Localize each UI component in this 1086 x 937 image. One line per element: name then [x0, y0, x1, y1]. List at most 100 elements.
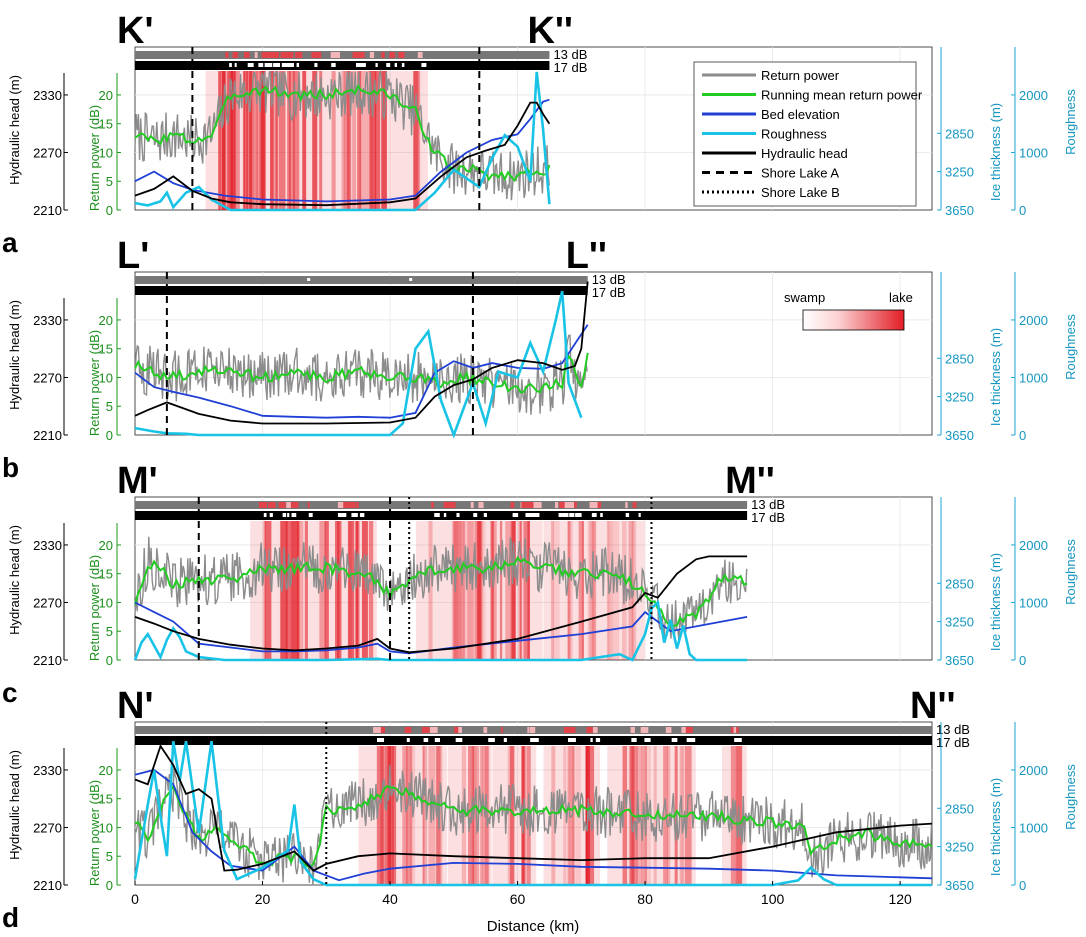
lake-stripe [280, 521, 286, 660]
bar-17db-segment [421, 63, 427, 67]
roughness-line [134, 71, 551, 212]
thickness-tick-label: 3650 [945, 203, 974, 218]
bar-13db-segment [270, 52, 280, 58]
lake-stripe [567, 521, 572, 660]
bar-17db-segment [266, 63, 273, 67]
lake-stripe [392, 746, 397, 885]
bar-13db-segment [527, 727, 530, 733]
lake-stripe [347, 521, 352, 660]
bar-17db-segment [394, 63, 398, 67]
lake-stripe [265, 521, 272, 660]
lake-stripe [287, 71, 291, 210]
bar-17db-segment [273, 63, 281, 67]
lake-stripe [490, 521, 494, 660]
legend-label: Roughness [761, 127, 827, 142]
bar-13db-segment [510, 502, 515, 508]
lake-stripe [527, 521, 530, 660]
lake-stripe [246, 71, 249, 210]
roughness-line [133, 740, 932, 887]
left-axes: 0 5 10 15 20 2210 2270 2330 Hydraulic head (m) Re… [7, 298, 121, 443]
lake-stripe [312, 71, 318, 210]
lake-stripe [477, 521, 482, 660]
bar-13db-segment [355, 502, 359, 508]
lake-stripe [346, 71, 351, 210]
lake-stripe [509, 746, 514, 885]
x-tick-label: 100 [761, 891, 785, 907]
bar-17db-segment [282, 513, 287, 517]
panel-letter: d [2, 902, 19, 933]
bar-13db-segment [478, 502, 484, 508]
transect-start-label: N' [117, 685, 153, 727]
bar-13db-segment [563, 727, 571, 733]
bar-17db-segment [375, 63, 378, 67]
bar-13db-label: 13 dB [936, 722, 970, 737]
bar-13db-segment [533, 502, 542, 508]
lake-stripe [355, 521, 360, 660]
lake-stripe [628, 521, 634, 660]
lake-stripe [256, 71, 263, 210]
transect-start-label: K' [117, 10, 153, 52]
bar-17db-segment [443, 513, 447, 517]
lake-stripe [467, 521, 474, 660]
lake-stripe [457, 521, 463, 660]
lake-stripe [462, 521, 467, 660]
bar-13db [135, 276, 588, 284]
bar-13db-segment [330, 52, 341, 58]
bar-17db-segment [569, 513, 575, 517]
bar-17db-segment [434, 738, 440, 742]
power-tick-label: 10 [99, 145, 113, 160]
power-tick-label: 15 [99, 342, 113, 357]
bar-13db-segment [389, 52, 396, 58]
lake-stripe [381, 71, 387, 210]
swamp-zone [409, 746, 448, 885]
bar-13db-segment [589, 502, 598, 508]
bar-13db-segment [417, 52, 423, 58]
head-tick-label: 2210 [33, 878, 62, 893]
bar-13db-segment [307, 278, 311, 281]
bar-17db-segment [736, 738, 742, 742]
bar-13db-segment [290, 502, 299, 508]
transect-start-label: M' [117, 460, 158, 502]
lake-stripe [428, 521, 433, 660]
bar-13db-segment [261, 52, 271, 58]
colorbar-gradient [802, 309, 905, 331]
bar-17db-segment [638, 513, 641, 517]
bar-13db-segment [341, 502, 352, 508]
bar-17db-segment [503, 738, 507, 742]
bar-13db-segment [524, 502, 534, 508]
bar-17db-segment [473, 513, 478, 517]
hydraulic-head-line [134, 281, 589, 425]
lake-stripe [413, 71, 419, 210]
power-tick-label: 0 [106, 653, 113, 668]
bar-17db-segment [358, 63, 366, 67]
bar-13db-segment [564, 502, 575, 508]
bar-17db-segment [351, 513, 358, 517]
bar-13db-segment [254, 52, 258, 58]
power-tick-label: 10 [99, 820, 113, 835]
return-power-line [134, 69, 550, 201]
lake-stripe [361, 521, 368, 660]
thickness-tick-label: 3650 [945, 878, 974, 893]
lake-stripe [518, 521, 522, 660]
lake-stripe [352, 71, 357, 210]
bar-17db-segment [337, 513, 344, 517]
bar-13db-segment [454, 727, 459, 733]
bar-13db-label: 13 dB [751, 497, 785, 512]
thickness-tick-label: 3650 [945, 653, 974, 668]
bar-13db-segment [243, 52, 250, 58]
power-tick-label: 5 [106, 849, 113, 864]
bar-17db-segment [488, 738, 495, 742]
head-tick-label: 2330 [33, 538, 62, 553]
roughness-tick-label: 0 [1019, 653, 1026, 668]
lake-stripe [359, 71, 366, 210]
bar-13db-label: 13 dB [592, 272, 626, 287]
lake-stripe [221, 71, 226, 210]
head-axis-label: Hydraulic head (m) [7, 750, 22, 860]
bar-13db-segment [559, 502, 569, 508]
head-tick-label: 2210 [33, 653, 62, 668]
bar-17db-segment [575, 513, 582, 517]
bar-13db-segment [431, 502, 434, 508]
lake-stripe [325, 521, 330, 660]
thickness-tick-label: 2850 [945, 351, 974, 366]
legend-label: Return power [761, 68, 840, 83]
